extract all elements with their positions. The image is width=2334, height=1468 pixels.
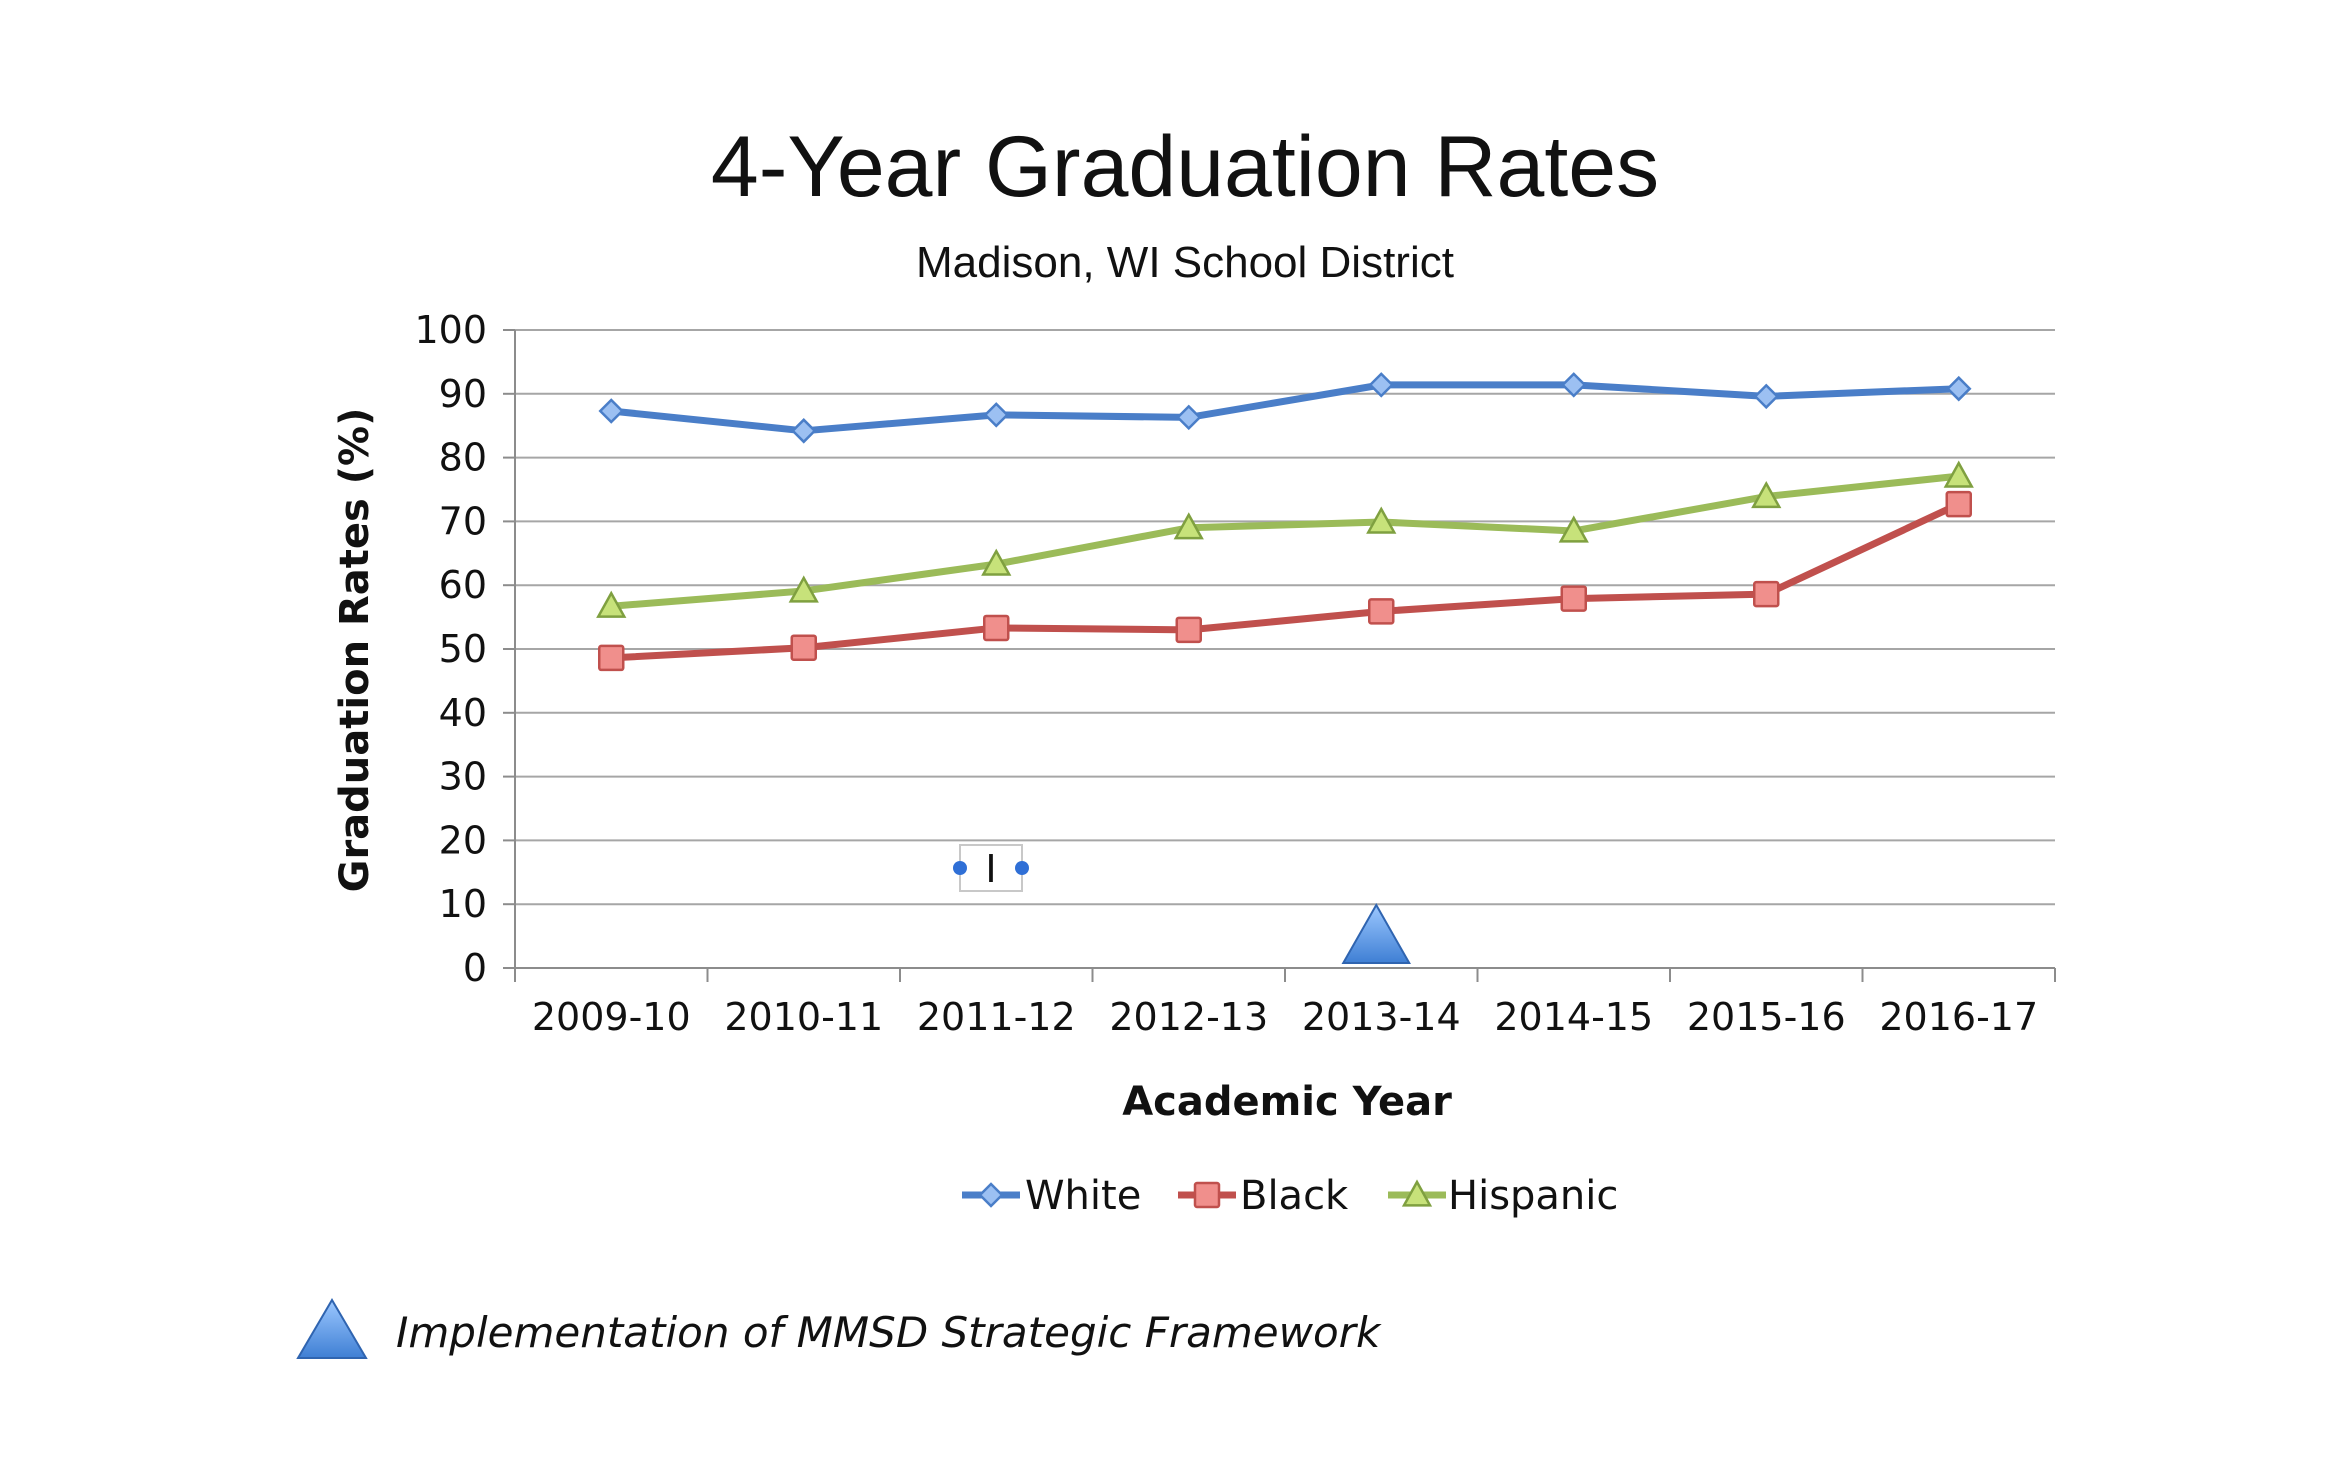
data-point-black [1368, 598, 1395, 625]
data-point-white [1753, 383, 1780, 410]
framework-marker-icon [1341, 902, 1411, 964]
series-line-black [607, 500, 1963, 662]
y-tick-label: 50 [439, 627, 487, 671]
data-point-black [1753, 580, 1780, 608]
note-triangle-icon [296, 1298, 368, 1359]
data-point-black [598, 644, 625, 672]
y-axis-title: Graduation Rates (%) [332, 408, 378, 893]
y-tick-label: 20 [439, 818, 487, 862]
legend-marker [1193, 1181, 1221, 1209]
x-tick-label: 2009-10 [532, 995, 691, 1039]
data-point-hispanic [981, 548, 1012, 576]
data-point-black [1175, 616, 1202, 644]
legend-item-hispanic: Hispanic [1388, 1173, 1618, 1219]
data-point-black [983, 614, 1010, 642]
legend-item-white: White [962, 1173, 1141, 1219]
data-point-hispanic [788, 575, 819, 603]
data-point-hispanic [1173, 512, 1204, 540]
legend-label: Hispanic [1448, 1173, 1618, 1219]
legend-marker [978, 1182, 1004, 1208]
y-tick-label: 30 [439, 755, 487, 799]
data-point-black [1560, 585, 1587, 612]
x-tick-label: 2012-13 [1109, 995, 1268, 1039]
x-tick-label: 2014-15 [1494, 995, 1653, 1039]
y-tick-label: 60 [439, 563, 487, 607]
cursor-box-text: I [985, 847, 996, 891]
x-axis-title: Academic Year [1122, 1079, 1452, 1125]
data-point-white [1175, 404, 1202, 431]
series-line-hispanic [607, 472, 1963, 610]
data-point-hispanic [596, 590, 627, 618]
x-tick-label: 2013-14 [1302, 995, 1461, 1039]
legend-marker [1401, 1179, 1433, 1207]
x-tick-label: 2015-16 [1687, 995, 1846, 1039]
data-point-white [598, 398, 625, 424]
legend-label: White [1025, 1173, 1141, 1219]
cursor-box-handle-right[interactable] [1015, 861, 1029, 875]
data-point-white [983, 402, 1010, 428]
cursor-box-handle-left[interactable] [953, 861, 967, 875]
y-tick-label: 0 [463, 946, 487, 990]
y-tick-label: 90 [439, 372, 487, 416]
data-point-hispanic [1558, 515, 1589, 543]
x-tick-label: 2010-11 [724, 995, 883, 1039]
data-point-white [790, 418, 817, 444]
y-tick-label: 70 [439, 499, 487, 543]
data-point-white [1560, 372, 1587, 398]
series-line-white [607, 381, 1963, 435]
text-cursor-box: I [953, 844, 1029, 892]
data-point-hispanic [1366, 506, 1397, 534]
data-point-hispanic [1943, 460, 1974, 488]
x-tick-label: 2011-12 [917, 995, 1076, 1039]
chart-title: 4-Year Graduation Rates [710, 119, 1660, 215]
x-tick-label: 2016-17 [1879, 995, 2038, 1039]
data-point-white [1945, 375, 1972, 402]
y-tick-label: 10 [439, 882, 487, 926]
y-tick-label: 100 [414, 308, 487, 352]
data-point-hispanic [1751, 480, 1782, 509]
data-point-black [1945, 490, 1972, 518]
legend-label: Black [1240, 1173, 1349, 1219]
y-tick-label: 40 [439, 691, 487, 735]
legend-item-black: Black [1178, 1173, 1349, 1219]
data-point-white [1368, 372, 1395, 398]
data-point-black [790, 634, 817, 661]
y-tick-label: 80 [439, 436, 487, 480]
framework-note: Implementation of MMSD Strategic Framewo… [396, 1308, 1382, 1357]
chart-subtitle: Madison, WI School District [916, 238, 1454, 287]
